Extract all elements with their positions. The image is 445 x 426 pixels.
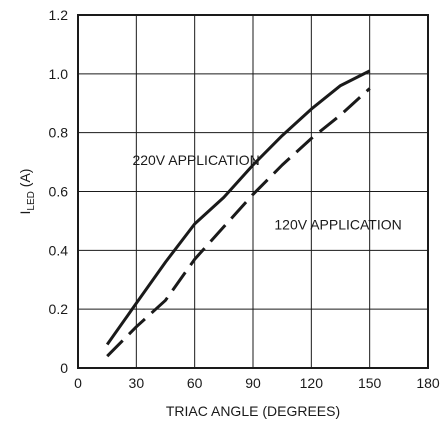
y-tick-label: 0.2 bbox=[49, 301, 69, 317]
x-tick-label: 0 bbox=[74, 375, 82, 391]
y-tick-label: 0 bbox=[60, 360, 68, 376]
series-line-2 bbox=[106, 87, 371, 358]
x-tick-label: 60 bbox=[187, 375, 203, 391]
y-axis-title: ILED (A) bbox=[17, 169, 37, 215]
y-tick-label: 0.4 bbox=[49, 242, 69, 258]
x-axis-title: TRIAC ANGLE (DEGREES) bbox=[166, 403, 340, 419]
y-tick-label: 0.6 bbox=[49, 184, 69, 200]
y-tick-label: 0.8 bbox=[49, 125, 69, 141]
x-tick-label: 120 bbox=[300, 375, 324, 391]
x-tick-label: 90 bbox=[245, 375, 261, 391]
grid bbox=[78, 15, 428, 368]
series-label-1: 220V APPLICATION bbox=[132, 152, 259, 168]
x-tick-label: 150 bbox=[358, 375, 382, 391]
y-axis-title-sub: LED bbox=[26, 191, 37, 210]
y-tick-label: 1.2 bbox=[49, 7, 69, 23]
series-line-1 bbox=[105, 69, 371, 346]
x-tick-label: 180 bbox=[416, 375, 440, 391]
plot-frame bbox=[77, 14, 429, 369]
y-axis-title-main: I bbox=[17, 211, 33, 215]
tick-labels: 0 30 60 90 120 150 180 0 0.2 0.4 0.6 0.8 1.0 1.2 bbox=[49, 7, 440, 391]
series-lines bbox=[105, 69, 371, 358]
series-labels: 220V APPLICATION 120V APPLICATION bbox=[132, 152, 401, 233]
series-label-2: 120V APPLICATION bbox=[274, 217, 401, 233]
y-tick-label: 1.0 bbox=[49, 66, 69, 82]
x-tick-label: 30 bbox=[129, 375, 145, 391]
y-axis-title-suffix: (A) bbox=[17, 169, 33, 192]
